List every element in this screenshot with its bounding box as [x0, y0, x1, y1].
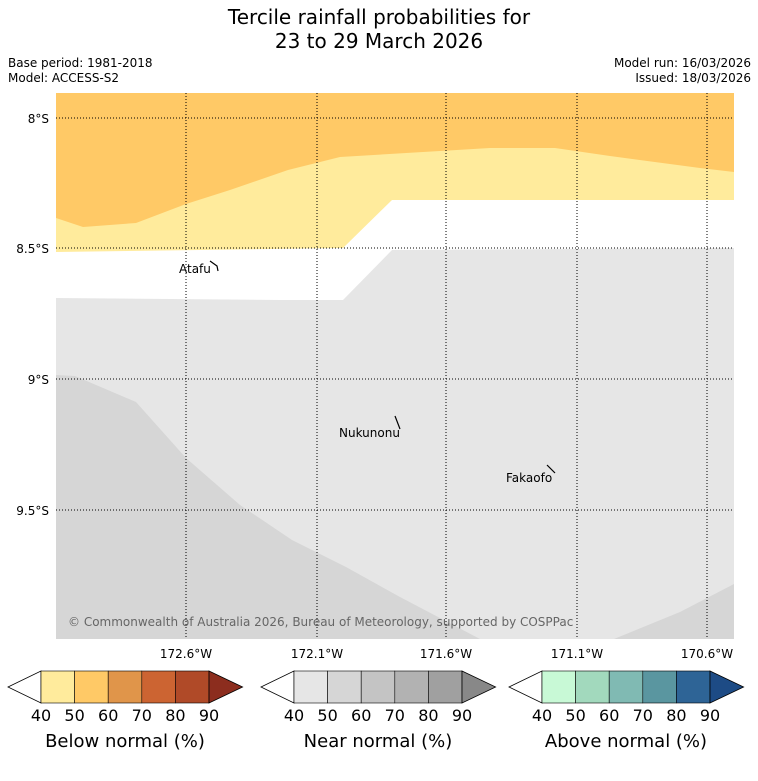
legend-below-low-arrow: [7, 670, 42, 704]
legend-above-low-arrow: [508, 670, 543, 704]
graticule: [56, 93, 734, 639]
legend-near-tick-90: 90: [452, 706, 472, 725]
legend-below-tick-70: 70: [132, 706, 152, 725]
legend-below-swatch-40: [40, 670, 75, 704]
base-period: Base period: 1981-2018: [8, 56, 153, 70]
title-line-1: Tercile rainfall probabilities for: [227, 5, 531, 29]
title-line-2: 23 to 29 March 2026: [274, 29, 484, 53]
legend-near-tick-50: 50: [317, 706, 337, 725]
region-below-normal-60-70: [56, 93, 734, 227]
legend-above-swatch-50: [575, 670, 610, 704]
copyright-notice: © Commonwealth of Australia 2026, Bureau…: [68, 615, 573, 629]
legend-above-swatch-70: [642, 670, 677, 704]
legend-above-tick-70: 70: [633, 706, 653, 725]
legend-below-tick-90: 90: [199, 706, 219, 725]
lon-label-172-6w: 172.6°W: [160, 647, 212, 661]
legend-below-tick-50: 50: [64, 706, 84, 725]
legend-near-swatch-50: [327, 670, 362, 704]
legend-near-title: Near normal (%): [304, 731, 453, 752]
legends: 40 50 60 70 80 90 Below normal (%) 40 50 60 70 80 90…: [7, 670, 745, 752]
legend-near-tick-40: 40: [284, 706, 304, 725]
legend-below-high-arrow: [208, 670, 244, 704]
legend-above-high-arrow: [709, 670, 745, 704]
map-panel: [56, 93, 734, 639]
lon-label-171-6w: 171.6°W: [420, 647, 472, 661]
legend-below-swatch-70: [141, 670, 176, 704]
lat-label-9-5s: 9.5°S: [16, 504, 49, 518]
legend-near-high-arrow: [461, 670, 497, 704]
legend-below-tick-80: 80: [165, 706, 185, 725]
meta-left: Base period: 1981-2018 Model: ACCESS-S2: [8, 56, 153, 86]
lon-label-172-1w: 172.1°W: [291, 647, 343, 661]
legend-near: 40 50 60 70 80 90 Near normal (%): [260, 670, 497, 752]
legend-near-swatch-70: [394, 670, 429, 704]
legend-above-tick-60: 60: [599, 706, 619, 725]
region-near-normal-50-60: [56, 375, 480, 639]
model-name: Model: ACCESS-S2: [8, 71, 120, 85]
atafu-atoll: [209, 260, 219, 272]
legend-near-low-arrow: [260, 670, 295, 704]
legend-above-swatch-80: [676, 670, 711, 704]
place-fakaofo: Fakaofo: [506, 471, 552, 485]
region-near-normal-50-60-east: [614, 584, 734, 639]
legend-below-swatch-80: [175, 670, 210, 704]
legend-near-swatch-40: [293, 670, 328, 704]
issued-date: Issued: 18/03/2026: [635, 71, 751, 85]
legend-above-tick-90: 90: [700, 706, 720, 725]
meta-right: Model run: 16/03/2026 Issued: 18/03/2026: [614, 56, 751, 86]
lat-label-9s: 9°S: [28, 373, 49, 387]
legend-below-tick-40: 40: [31, 706, 51, 725]
model-run: Model run: 16/03/2026: [613, 56, 751, 70]
lat-label-8-5s: 8.5°S: [16, 242, 49, 256]
legend-below-swatch-50: [74, 670, 109, 704]
lon-label-170-6w: 170.6°W: [681, 647, 733, 661]
legend-above-tick-80: 80: [666, 706, 686, 725]
legend-above-swatch-60: [608, 670, 644, 704]
legend-below-swatch-60: [107, 670, 143, 704]
place-atafu: Atafu: [179, 262, 211, 276]
lon-label-171-1w: 171.1°W: [551, 647, 603, 661]
lat-label-8s: 8°S: [28, 112, 49, 126]
legend-near-swatch-60: [360, 670, 396, 704]
legend-below-title: Below normal (%): [45, 731, 205, 752]
legend-near-tick-80: 80: [418, 706, 438, 725]
legend-below: 40 50 60 70 80 90 Below normal (%): [7, 670, 244, 752]
legend-above: 40 50 60 70 80 90 Above normal (%): [508, 670, 745, 752]
legend-above-tick-50: 50: [565, 706, 585, 725]
chart-title: Tercile rainfall probabilities for 23 to…: [0, 5, 758, 53]
legend-above-tick-40: 40: [532, 706, 552, 725]
legend-above-title: Above normal (%): [545, 731, 707, 752]
legend-near-swatch-80: [428, 670, 463, 704]
legend-near-tick-70: 70: [385, 706, 405, 725]
fakaofo-atoll: [546, 464, 556, 474]
legend-above-swatch-40: [541, 670, 576, 704]
legend-below-tick-60: 60: [98, 706, 118, 725]
legend-near-tick-60: 60: [351, 706, 371, 725]
nukunonu-atoll: [394, 415, 401, 430]
place-nukunonu: Nukunonu: [339, 426, 400, 440]
